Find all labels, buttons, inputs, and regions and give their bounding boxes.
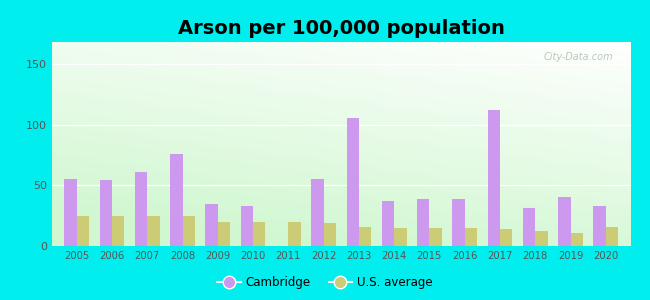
Bar [417, 199, 430, 246]
Bar [571, 232, 583, 246]
Bar [99, 180, 112, 246]
Title: Arson per 100,000 population: Arson per 100,000 population [178, 19, 504, 38]
Bar [64, 179, 77, 246]
Bar [535, 231, 547, 246]
Bar [346, 118, 359, 246]
Bar [382, 201, 394, 246]
Bar [77, 216, 89, 246]
Bar [240, 206, 253, 246]
Text: City-Data.com: City-Data.com [543, 52, 613, 62]
Bar [183, 216, 195, 246]
Bar [205, 203, 218, 246]
Bar [488, 110, 500, 246]
Bar [359, 226, 371, 246]
Bar [606, 226, 618, 246]
Bar [218, 222, 230, 246]
Bar [148, 216, 160, 246]
Bar [465, 228, 477, 246]
Bar [170, 154, 183, 246]
Bar [253, 222, 265, 246]
Bar [394, 228, 406, 246]
Bar [593, 206, 606, 246]
Bar [558, 197, 571, 246]
Bar [135, 172, 148, 246]
Bar [452, 199, 465, 246]
Bar [430, 228, 442, 246]
Legend: Cambridge, U.S. average: Cambridge, U.S. average [213, 272, 437, 294]
Bar [523, 208, 535, 246]
Bar [311, 179, 324, 246]
Bar [112, 216, 124, 246]
Bar [289, 222, 301, 246]
Bar [324, 223, 336, 246]
Bar [500, 229, 512, 246]
